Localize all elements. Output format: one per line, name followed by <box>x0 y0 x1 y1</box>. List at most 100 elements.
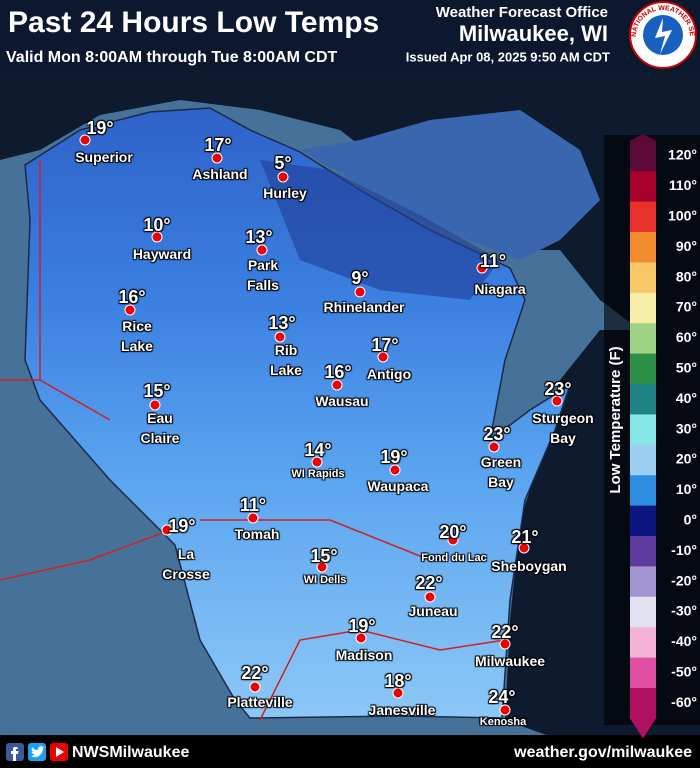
legend-label: 50° <box>676 360 697 376</box>
legend-cap <box>630 134 656 141</box>
station-name: Tomah <box>234 526 280 542</box>
station-name: Sheboygan <box>491 558 567 574</box>
station-name: Madison <box>335 647 393 663</box>
station-temp: 10° <box>143 215 171 235</box>
legend-label: -30° <box>671 603 697 619</box>
legend-swatch <box>630 140 656 172</box>
station-temp: 14° <box>304 440 332 460</box>
station-dot <box>124 304 136 316</box>
station-temp: 20° <box>439 522 467 542</box>
station-dot <box>151 231 163 243</box>
legend-label: 30° <box>676 420 697 436</box>
station-temp: 13° <box>245 227 273 247</box>
station-temp: 19° <box>86 118 114 138</box>
station-dot <box>476 262 488 274</box>
station-temp: 5° <box>274 153 292 173</box>
logo-bolt <box>655 18 672 54</box>
station-temp: 17° <box>204 135 232 155</box>
station-dot <box>355 632 367 644</box>
legend-title: Low Temperature (F) <box>607 346 624 493</box>
station-temp: 21° <box>511 527 539 547</box>
station-dot <box>161 524 173 536</box>
station-dot <box>149 399 161 411</box>
station-dot <box>389 464 401 476</box>
legend-swatch <box>630 566 656 598</box>
website: weather.gov/milwaukee <box>513 744 692 761</box>
station-name: Niagara <box>474 281 526 297</box>
station-name: La Crosse <box>162 546 210 582</box>
legend-swatch <box>630 444 656 476</box>
station-name: Superior <box>75 149 133 165</box>
legend-label: -60° <box>671 694 697 710</box>
station-dot <box>499 638 511 650</box>
station-temp: 15° <box>143 381 171 401</box>
station-name: Juneau <box>408 603 458 619</box>
station-temp: 16° <box>118 287 146 307</box>
legend-swatch <box>630 262 656 294</box>
station-dot <box>518 542 530 554</box>
station-temp: 22° <box>241 663 269 683</box>
legend-label: 100° <box>668 208 697 224</box>
legend-swatch <box>630 384 656 415</box>
station-dot <box>499 704 511 716</box>
station-temp: 18° <box>384 671 412 691</box>
station-dot <box>488 441 500 453</box>
station-name: Rhinelander <box>323 299 405 315</box>
station-name: Milwaukee <box>474 653 546 669</box>
legend-label: 0° <box>684 512 697 528</box>
cold-region <box>260 160 500 300</box>
legend-swatch <box>630 323 656 355</box>
legend-label: 10° <box>676 481 697 497</box>
legend-swatch <box>630 596 656 628</box>
station-name: Hayward <box>132 246 192 262</box>
station-temp: 23° <box>483 424 511 444</box>
station-temp: 11° <box>239 495 267 515</box>
footer-band <box>0 735 700 768</box>
station-temp: 15° <box>310 546 338 566</box>
legend-swatch <box>630 657 656 689</box>
station-name: Park Falls <box>247 257 279 293</box>
office-line2: Milwaukee, WI <box>459 21 608 46</box>
highways <box>0 160 506 721</box>
legend-label: 90° <box>676 238 697 254</box>
station-name: Hurley <box>263 185 307 201</box>
legend-swatch <box>630 232 656 263</box>
station-dot <box>249 681 261 693</box>
legend: Low Temperature (F) 120° 110° 100° 90° 80° 70… <box>604 134 700 739</box>
office-line1: Weather Forecast Office <box>436 4 608 21</box>
station-temp: 16° <box>324 362 352 382</box>
station-temp: 13° <box>268 313 296 333</box>
station-temp: 22° <box>491 622 519 642</box>
station-temp: 23° <box>544 379 572 399</box>
legend-label: 110° <box>669 177 697 193</box>
station-dot <box>424 591 436 603</box>
legend-swatch <box>630 536 656 567</box>
station-name: Kenosha <box>479 716 527 728</box>
station-dot <box>551 395 563 407</box>
station-temp: 19° <box>168 516 196 536</box>
station-temp: 24° <box>488 687 516 707</box>
station-dot <box>256 244 268 256</box>
station-temp: 19° <box>380 447 408 467</box>
station-dot <box>311 456 323 468</box>
legend-label: 80° <box>676 268 697 284</box>
legend-cap <box>630 718 656 739</box>
station-dot <box>274 331 286 343</box>
station-name: Eau Claire <box>140 410 180 446</box>
twitter-glyph <box>31 746 45 758</box>
legend-swatch <box>630 353 656 385</box>
station-temp: 19° <box>348 616 376 636</box>
station-name: Sturgeon Bay <box>532 410 594 446</box>
legend-label: 60° <box>676 329 697 345</box>
station-dot <box>277 171 289 183</box>
station-name: Wausau <box>315 393 369 409</box>
issued: Issued Apr 08, 2025 9:50 AM CDT <box>406 49 610 64</box>
station-temp: 22° <box>415 573 443 593</box>
station-name: Rib Lake <box>270 342 302 378</box>
header-band <box>0 0 700 70</box>
station-name: Antigo <box>366 366 412 382</box>
legend-swatch <box>630 292 656 324</box>
legend-label: 70° <box>676 299 697 315</box>
legend-label: -10° <box>671 542 697 558</box>
